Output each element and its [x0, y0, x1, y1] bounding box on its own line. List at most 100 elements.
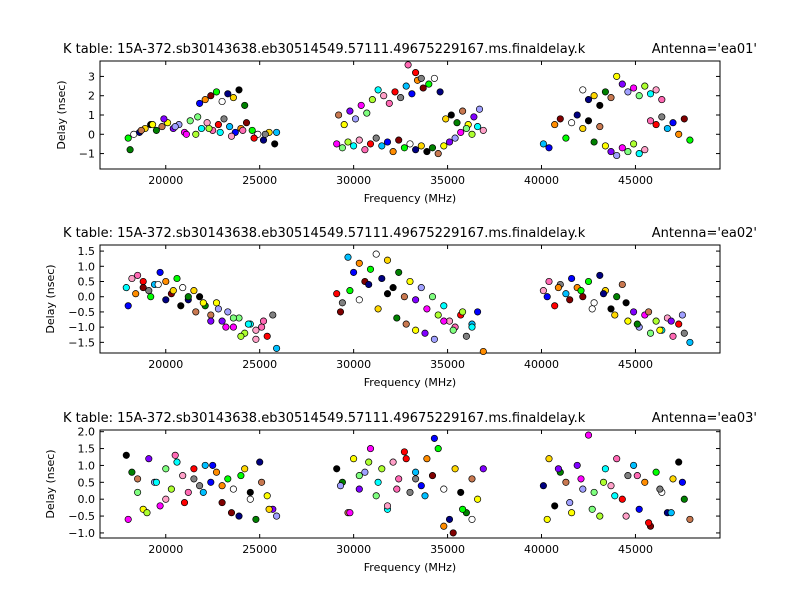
data-point: [152, 478, 160, 486]
data-point: [462, 124, 470, 133]
data-point: [588, 505, 596, 513]
x-tick-label: 45000: [618, 543, 653, 556]
data-point: [383, 256, 392, 264]
data-point: [271, 140, 279, 148]
data-point: [412, 468, 420, 476]
data-point: [259, 136, 268, 144]
data-point: [132, 290, 140, 298]
data-point: [596, 512, 604, 520]
data-point: [258, 323, 266, 331]
data-point: [462, 332, 470, 340]
data-point: [224, 308, 232, 316]
data-point: [184, 293, 192, 301]
data-point: [383, 138, 392, 146]
data-point: [599, 290, 608, 298]
data-point: [190, 475, 198, 483]
data-point: [622, 512, 630, 520]
x-tick-label: 45000: [618, 358, 653, 371]
data-point: [366, 265, 375, 273]
data-point: [122, 451, 130, 459]
data-point: [212, 299, 221, 307]
data-point: [216, 128, 224, 136]
data-point: [154, 280, 162, 289]
data-point: [128, 468, 136, 476]
data-point: [430, 74, 438, 82]
data-point: [590, 488, 598, 496]
data-point: [652, 468, 660, 476]
data-point: [453, 119, 461, 127]
x-tick-label: 30000: [336, 174, 371, 187]
x-axis-label: Frequency (MHz): [364, 561, 456, 574]
data-point: [378, 465, 386, 473]
data-point: [355, 472, 363, 480]
data-point: [395, 136, 403, 144]
data-point: [579, 124, 587, 133]
data-point: [402, 82, 410, 90]
x-tick-label: 40000: [524, 358, 559, 371]
data-point: [147, 293, 155, 301]
data-point: [423, 455, 431, 463]
data-point: [590, 92, 598, 100]
data-point: [374, 478, 382, 486]
x-tick-label: 25000: [242, 543, 277, 556]
data-point: [169, 287, 177, 295]
data-point: [440, 485, 448, 493]
data-point: [383, 290, 392, 298]
data-point: [618, 495, 626, 503]
y-tick-label: −0.5: [68, 306, 95, 319]
data-point: [423, 305, 431, 313]
data-point: [145, 455, 153, 463]
data-point: [199, 488, 207, 496]
data-point: [568, 509, 576, 517]
data-point: [457, 488, 465, 496]
data-point: [428, 144, 437, 152]
data-point: [545, 144, 553, 152]
data-point: [545, 277, 553, 286]
plot-frame: [99, 429, 721, 539]
data-point: [389, 284, 397, 292]
data-point: [613, 455, 621, 463]
x-tick-label: 30000: [336, 358, 371, 371]
data-point: [562, 290, 570, 298]
data-point: [186, 117, 194, 125]
data-point: [457, 128, 465, 136]
data-point: [338, 299, 346, 307]
x-tick-label: 20000: [148, 174, 183, 187]
data-point: [607, 94, 615, 102]
data-point: [669, 332, 677, 340]
data-point: [630, 308, 638, 316]
data-point: [365, 280, 373, 289]
y-tick-label: −1.0: [68, 527, 95, 540]
data-point: [252, 515, 260, 523]
data-point: [678, 311, 686, 319]
data-point: [385, 99, 393, 107]
data-point: [468, 130, 476, 138]
data-point: [543, 515, 551, 523]
data-point: [173, 458, 181, 466]
data-point: [412, 69, 420, 77]
data-point: [445, 515, 454, 523]
data-point: [449, 326, 457, 334]
data-point: [241, 465, 249, 473]
data-point: [635, 505, 643, 513]
data-point: [573, 461, 581, 469]
x-axis-label: Frequency (MHz): [364, 376, 456, 389]
data-point: [227, 509, 236, 517]
data-point: [252, 326, 260, 334]
data-point: [421, 329, 429, 337]
data-point: [686, 136, 694, 144]
data-point: [222, 323, 230, 331]
data-point: [588, 305, 596, 313]
data-point: [192, 308, 200, 316]
data-point: [539, 287, 547, 295]
data-point: [551, 502, 559, 510]
data-point: [184, 488, 192, 496]
data-point: [584, 431, 593, 439]
data-point: [248, 126, 256, 134]
data-point: [273, 512, 281, 520]
data-point: [468, 515, 476, 523]
data-point: [641, 146, 649, 154]
data-point: [479, 347, 487, 356]
data-point: [395, 268, 403, 276]
data-point: [430, 335, 438, 343]
